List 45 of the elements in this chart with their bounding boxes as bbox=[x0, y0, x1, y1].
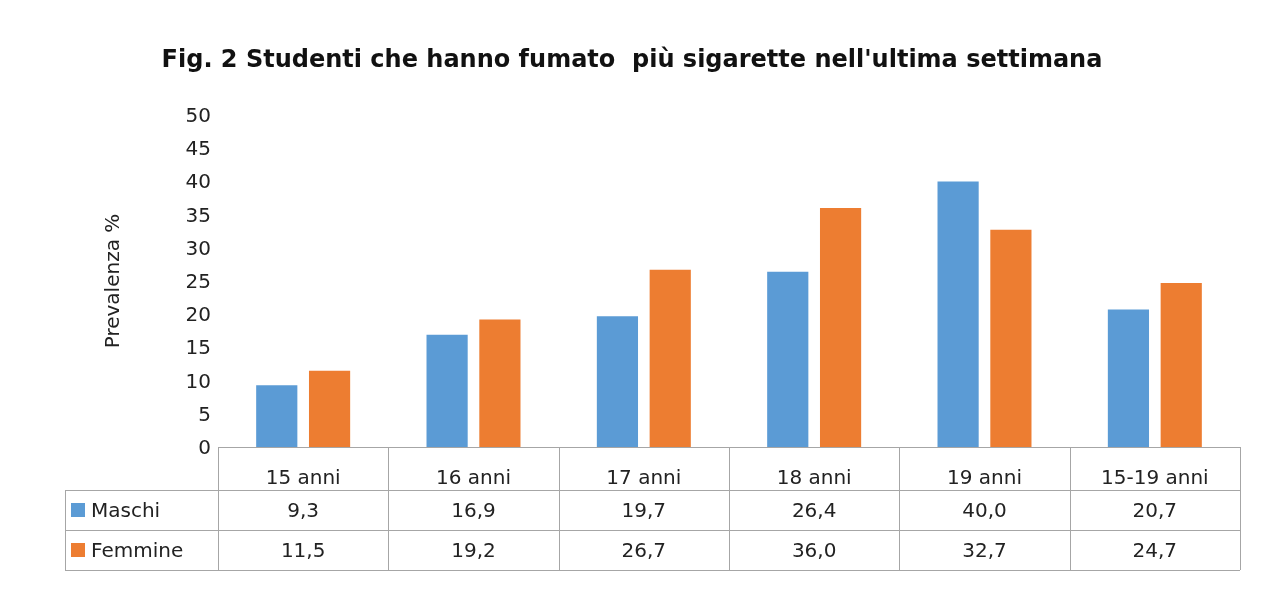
x-tick-label: 17 anni bbox=[606, 465, 682, 489]
bar bbox=[649, 269, 691, 447]
y-axis-title: Prevalenza % bbox=[100, 213, 125, 349]
bar bbox=[308, 370, 351, 447]
y-tick-label: 25 bbox=[185, 269, 211, 293]
data-label: 19,7 bbox=[620, 497, 668, 524]
y-tick-label: 45 bbox=[185, 136, 211, 161]
data-label: 40,0 bbox=[961, 497, 1008, 524]
bar bbox=[819, 207, 862, 447]
x-tick-label: 18 anni bbox=[776, 465, 852, 489]
data-label: 36,0 bbox=[790, 537, 838, 564]
y-tick-label: 0 bbox=[198, 435, 211, 459]
data-label: 20,7 bbox=[1131, 497, 1179, 524]
bar bbox=[937, 181, 979, 447]
x-tick-label: 16 anni bbox=[436, 465, 511, 489]
y-tick-label: 35 bbox=[185, 202, 211, 227]
x-tick-label: 15-19 anni bbox=[1101, 465, 1209, 489]
chart-title: Fig. 2 Studenti che hanno fumato più sigarette nell'ultima settimana bbox=[161, 45, 1103, 74]
y-tick-label: 10 bbox=[185, 368, 211, 393]
data-label: 16,9 bbox=[450, 497, 497, 524]
y-tick-label: 20 bbox=[185, 302, 211, 327]
data-label: 26,4 bbox=[790, 497, 838, 524]
bar bbox=[596, 316, 639, 447]
bar bbox=[767, 271, 809, 447]
data-label: 32,7 bbox=[961, 537, 1008, 564]
y-tick-label: 5 bbox=[198, 401, 211, 426]
bar bbox=[256, 385, 298, 447]
data-label: 24,7 bbox=[1131, 537, 1179, 564]
bar bbox=[479, 319, 521, 447]
legend-label: Femmine bbox=[91, 538, 184, 562]
bar bbox=[426, 334, 468, 447]
data-label: 26,7 bbox=[620, 537, 668, 564]
y-tick-label: 50 bbox=[185, 103, 211, 127]
bar bbox=[1160, 282, 1202, 447]
bar bbox=[990, 229, 1032, 447]
y-tick-label: 30 bbox=[185, 235, 211, 260]
data-label: 11,5 bbox=[279, 537, 327, 564]
bar bbox=[1107, 309, 1150, 447]
data-label: 19,2 bbox=[450, 537, 497, 564]
x-tick-label: 19 anni bbox=[947, 465, 1022, 489]
legend-label: Maschi bbox=[91, 498, 161, 522]
y-tick-label: 40 bbox=[185, 169, 211, 194]
data-label: 9,3 bbox=[286, 497, 321, 524]
y-tick-label: 15 bbox=[185, 335, 211, 360]
x-tick-label: 15 anni bbox=[265, 465, 341, 489]
